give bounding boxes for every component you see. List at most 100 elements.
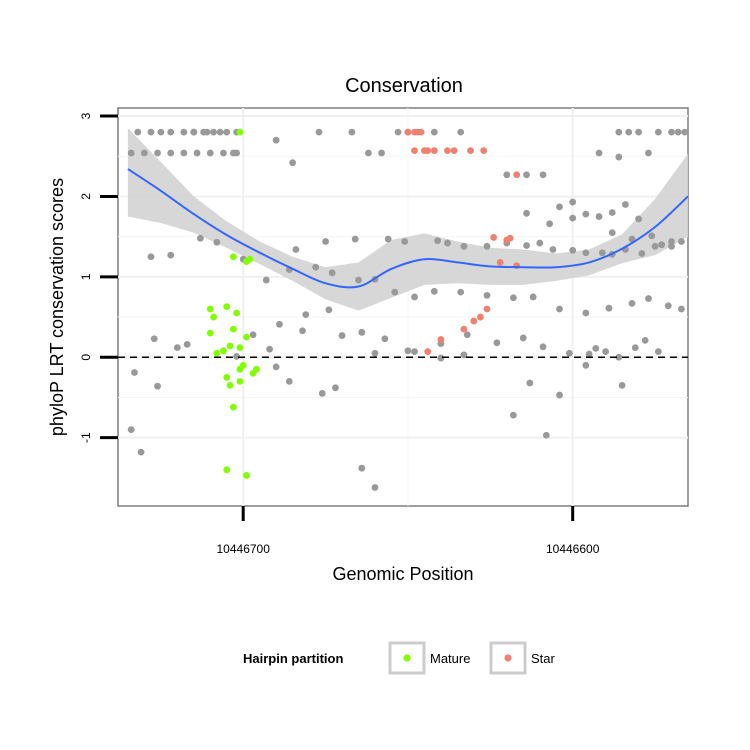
point-other bbox=[585, 350, 593, 358]
point-other bbox=[608, 209, 616, 216]
point-other bbox=[526, 379, 534, 387]
point-other bbox=[404, 347, 412, 355]
point-other bbox=[460, 351, 468, 359]
point-other bbox=[523, 171, 530, 179]
point-other bbox=[315, 128, 323, 136]
point-mature bbox=[223, 466, 231, 474]
point-star bbox=[506, 234, 514, 242]
point-star bbox=[444, 147, 451, 155]
point-other bbox=[615, 128, 623, 136]
x-tick-label: 10446700 bbox=[217, 542, 271, 556]
point-other bbox=[266, 345, 273, 353]
point-other bbox=[210, 128, 217, 136]
point-other bbox=[140, 149, 148, 157]
point-other bbox=[147, 128, 155, 136]
smooth-curve bbox=[127, 168, 689, 289]
point-other bbox=[595, 213, 603, 220]
point-star bbox=[477, 313, 484, 321]
point-other bbox=[292, 246, 300, 253]
plot-panel bbox=[117, 107, 689, 507]
point-mature bbox=[226, 342, 234, 350]
point-mature bbox=[220, 347, 227, 355]
point-other bbox=[173, 344, 181, 352]
point-other bbox=[529, 293, 537, 301]
point-other bbox=[430, 128, 438, 136]
legend-label-star: Star bbox=[531, 651, 556, 666]
point-other bbox=[668, 242, 675, 250]
point-other bbox=[595, 149, 603, 157]
point-other bbox=[681, 128, 689, 136]
point-mature bbox=[233, 309, 241, 317]
confidence-band-area bbox=[127, 128, 688, 311]
legend: Hairpin partition Mature Star bbox=[243, 641, 556, 675]
point-other bbox=[223, 128, 231, 136]
point-other bbox=[565, 349, 573, 357]
point-star bbox=[411, 128, 418, 136]
point-other bbox=[137, 448, 145, 456]
point-other bbox=[457, 128, 465, 136]
point-other bbox=[233, 149, 241, 157]
point-mature bbox=[206, 329, 214, 337]
point-mature bbox=[243, 472, 250, 479]
point-other bbox=[483, 242, 491, 250]
point-other bbox=[542, 431, 550, 439]
point-other bbox=[276, 320, 283, 328]
point-other bbox=[213, 238, 221, 246]
legend-title: Hairpin partition bbox=[243, 651, 343, 666]
point-other bbox=[457, 288, 465, 296]
point-other bbox=[190, 128, 198, 136]
point-other bbox=[220, 149, 227, 157]
point-other bbox=[602, 348, 610, 356]
point-other bbox=[618, 381, 626, 389]
point-star bbox=[496, 258, 504, 266]
point-star bbox=[460, 325, 468, 333]
point-other bbox=[411, 293, 418, 301]
point-other bbox=[556, 203, 563, 211]
point-other bbox=[668, 238, 675, 245]
point-star bbox=[490, 234, 498, 241]
point-mature bbox=[236, 128, 244, 136]
point-other bbox=[134, 128, 142, 136]
point-other bbox=[394, 128, 402, 136]
point-other bbox=[180, 149, 188, 157]
point-star bbox=[411, 147, 418, 155]
point-star bbox=[404, 128, 412, 136]
point-other bbox=[631, 344, 639, 352]
point-other bbox=[569, 214, 577, 222]
point-other bbox=[523, 209, 530, 217]
point-other bbox=[463, 331, 471, 339]
point-other bbox=[150, 335, 158, 343]
point-other bbox=[180, 128, 188, 136]
point-other bbox=[651, 242, 659, 250]
point-other bbox=[196, 234, 204, 242]
point-mature bbox=[210, 313, 217, 321]
x-tick-label: 10446600 bbox=[546, 542, 600, 556]
point-other bbox=[322, 238, 329, 245]
point-other bbox=[154, 149, 161, 157]
point-other bbox=[371, 349, 379, 357]
point-other bbox=[608, 229, 616, 237]
point-other bbox=[338, 332, 346, 339]
point-other bbox=[598, 249, 606, 257]
point-other bbox=[206, 149, 214, 157]
legend-marker-star bbox=[504, 654, 512, 662]
point-other bbox=[167, 149, 175, 157]
point-other bbox=[332, 384, 339, 392]
point-other bbox=[371, 484, 379, 491]
point-other bbox=[183, 340, 191, 348]
point-other bbox=[546, 220, 554, 228]
legend-label-mature: Mature bbox=[430, 651, 470, 666]
y-tick-label: 3 bbox=[79, 112, 93, 119]
point-other bbox=[582, 249, 590, 257]
point-other bbox=[378, 149, 385, 157]
point-other bbox=[615, 153, 623, 161]
point-star bbox=[467, 147, 474, 155]
point-other bbox=[582, 361, 590, 369]
point-star bbox=[450, 147, 458, 155]
point-other bbox=[635, 128, 642, 136]
point-other bbox=[556, 305, 563, 313]
point-other bbox=[325, 306, 333, 314]
point-other bbox=[216, 128, 224, 136]
point-other bbox=[519, 334, 527, 342]
point-other bbox=[328, 269, 336, 277]
